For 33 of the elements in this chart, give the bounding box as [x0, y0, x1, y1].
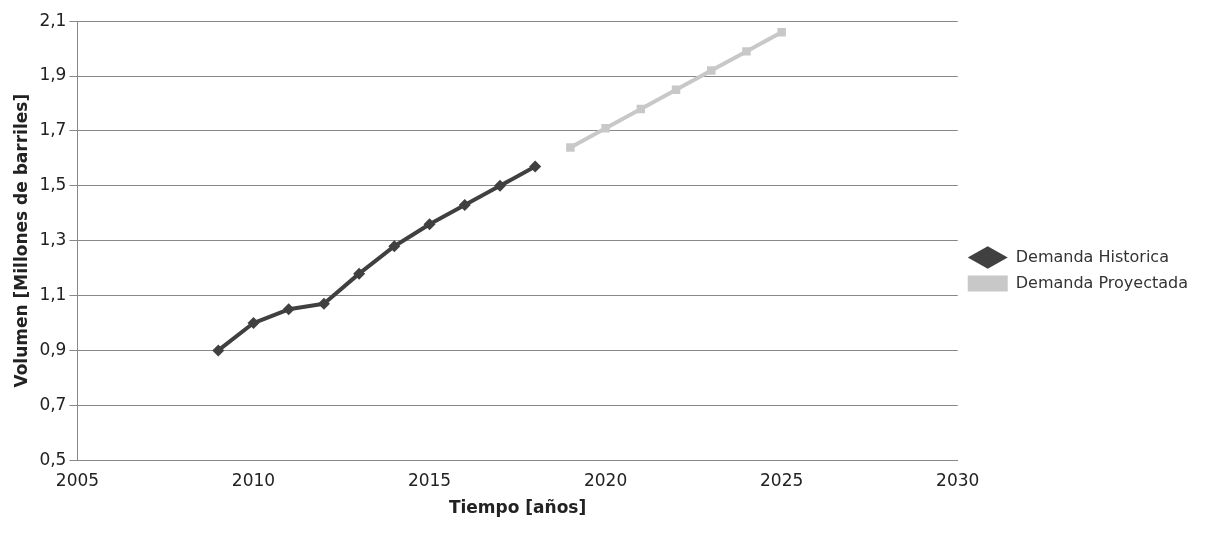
point [707, 66, 716, 75]
point [458, 199, 471, 212]
point [566, 143, 575, 152]
y-tick-label: 1,3 [39, 229, 67, 250]
point [282, 303, 295, 316]
y-tick-label: 1,1 [39, 284, 67, 304]
point [777, 27, 786, 37]
y-tick-label: 1,5 [39, 174, 67, 195]
x-tick-label: 2020 [583, 469, 628, 490]
y-tick-label: 0,7 [39, 393, 67, 414]
point [423, 218, 436, 231]
y-axis-title: Volumen [Millones de barriles] [10, 93, 31, 388]
y-tick-label: 0,9 [39, 338, 67, 359]
x-axis-title: Tiempo [años] [448, 497, 587, 518]
point [493, 179, 506, 192]
x-tick-label: 2025 [760, 469, 804, 490]
x-tick-label: 2015 [407, 469, 452, 490]
legend-label: Demanda Historica [1015, 246, 1169, 266]
point [212, 344, 225, 357]
point [388, 240, 401, 253]
y-tick-label: 0,5 [39, 448, 67, 469]
x-tick-label: 2005 [55, 469, 100, 490]
x-tick-label: 2030 [936, 469, 980, 490]
y-tick-label: 1,7 [39, 119, 67, 140]
point [353, 267, 366, 280]
y-tick-label: 2,1 [39, 9, 67, 30]
point [529, 160, 542, 173]
legend-label: Demanda Proyectada [1015, 272, 1189, 292]
point [742, 47, 751, 56]
point [601, 123, 610, 133]
y-tick-label: 1,9 [39, 64, 67, 85]
x-tick-label: 2010 [231, 469, 276, 490]
point [247, 317, 260, 330]
